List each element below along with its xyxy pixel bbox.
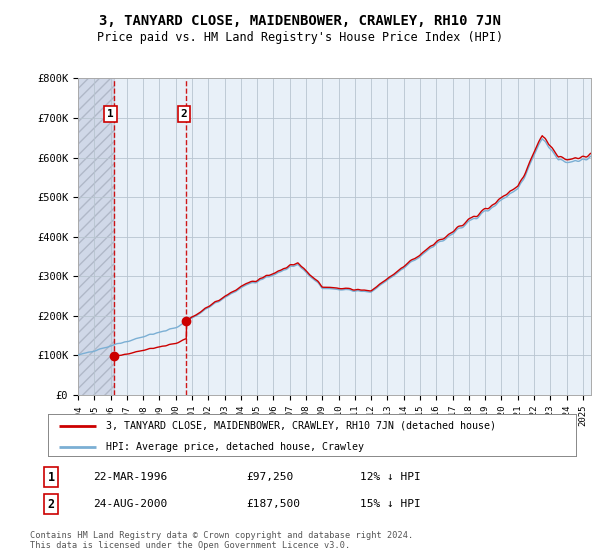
Text: £97,250: £97,250 <box>246 472 293 482</box>
Text: 22-MAR-1996: 22-MAR-1996 <box>93 472 167 482</box>
Text: Price paid vs. HM Land Registry's House Price Index (HPI): Price paid vs. HM Land Registry's House … <box>97 31 503 44</box>
Text: 1: 1 <box>107 109 114 119</box>
Text: 24-AUG-2000: 24-AUG-2000 <box>93 499 167 509</box>
Bar <box>78 78 114 395</box>
Text: HPI: Average price, detached house, Crawley: HPI: Average price, detached house, Craw… <box>106 442 364 452</box>
Text: 3, TANYARD CLOSE, MAIDENBOWER, CRAWLEY, RH10 7JN (detached house): 3, TANYARD CLOSE, MAIDENBOWER, CRAWLEY, … <box>106 421 496 431</box>
Text: Contains HM Land Registry data © Crown copyright and database right 2024.
This d: Contains HM Land Registry data © Crown c… <box>30 531 413 550</box>
Text: 2: 2 <box>181 109 187 119</box>
Text: 15% ↓ HPI: 15% ↓ HPI <box>360 499 421 509</box>
Text: 3, TANYARD CLOSE, MAIDENBOWER, CRAWLEY, RH10 7JN: 3, TANYARD CLOSE, MAIDENBOWER, CRAWLEY, … <box>99 14 501 28</box>
Text: 1: 1 <box>47 470 55 484</box>
Text: 12% ↓ HPI: 12% ↓ HPI <box>360 472 421 482</box>
Text: £187,500: £187,500 <box>246 499 300 509</box>
Text: 2: 2 <box>47 497 55 511</box>
